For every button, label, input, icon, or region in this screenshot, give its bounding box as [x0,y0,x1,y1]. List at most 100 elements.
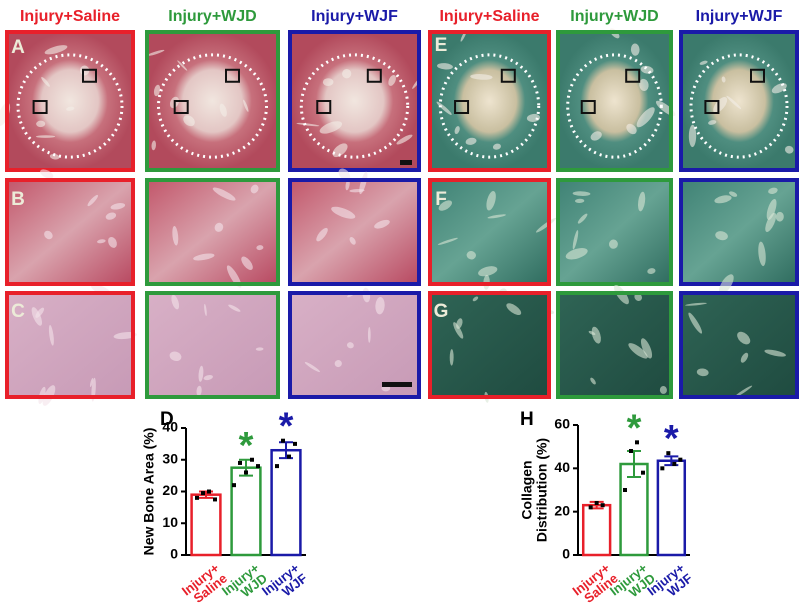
panel-border [556,178,673,286]
tissue-texture [784,145,794,154]
micrograph [681,180,797,284]
tissue-texture [146,49,165,56]
tissue-texture [734,385,753,398]
tissue-texture [608,239,618,249]
tissue-texture [630,43,640,56]
tissue-texture [764,349,786,357]
micrograph [681,293,797,397]
bar [230,466,262,557]
roi-box [32,100,48,114]
tissue-texture [486,191,496,211]
tissue-texture [726,95,742,109]
roi-box [704,100,720,114]
tissue-texture [713,96,728,113]
micrograph [681,32,797,170]
panel-border [679,178,799,286]
tissue-texture [48,325,54,346]
micrograph [290,180,419,284]
panel-border [5,30,135,172]
tissue-texture [316,227,328,242]
tissue-texture [449,349,454,366]
tissue-texture [396,134,413,145]
micrograph [7,180,133,284]
panel-border [428,291,551,399]
defect-outline [566,53,663,159]
tissue-texture [470,74,493,80]
tissue-texture [640,338,653,359]
tissue-texture [250,184,259,194]
tissue-texture [243,99,249,112]
tissue-texture [36,135,56,138]
tissue-texture [41,76,50,87]
roi-box [580,100,596,114]
tissue-texture [359,171,368,195]
data-point [600,503,605,508]
panel-border [679,30,799,172]
panel-letter: B [11,189,25,210]
tissue-texture [89,377,94,388]
column-header: Injury+WJD [168,8,256,25]
tissue-texture [454,126,460,135]
tissue-texture [437,237,458,245]
tissue-texture [574,198,585,204]
tissue-texture [765,212,777,232]
tissue-texture [577,213,588,224]
panel-border [145,178,280,286]
micrograph [7,32,133,170]
tissue-texture [322,78,334,87]
y-tick-label: 10 [162,514,178,530]
tissue-texture [714,195,732,204]
y-axis-label: Distribution (%) [534,438,550,542]
micrograph [558,293,671,397]
x-tick-label: Injury+WJF [644,560,695,599]
roi-box [366,68,382,83]
tissue-texture [591,326,601,344]
bar [581,503,612,557]
tissue-texture [708,120,717,125]
tissue-texture [699,60,708,65]
tissue-texture [438,200,452,211]
tissue-texture [334,360,342,368]
tissue-texture [506,303,522,315]
tissue-texture [105,212,117,220]
panel-letter: C [11,301,25,322]
tissue-texture [636,107,655,128]
tissue-texture [639,78,649,91]
tissue-texture [456,318,463,329]
roi-box [225,68,240,83]
roi-box [82,68,97,83]
y-axis-label: Collagen [519,460,535,519]
tissue-texture [453,322,464,339]
data-point [238,460,242,465]
y-tick-label: 0 [170,546,178,562]
bar [656,459,687,557]
tissue-texture [212,187,236,201]
tissue-texture [737,331,751,345]
tissue-texture [177,60,188,71]
micrograph [558,32,671,170]
micrograph [7,293,133,397]
tissue-texture [171,294,180,310]
tissue-texture [437,63,453,70]
tissue-texture [331,206,356,219]
panel-border [5,178,135,286]
panel-border [5,291,135,399]
data-point [250,457,254,462]
roi-box [454,100,470,114]
defect-outline [438,53,541,159]
tissue-texture [367,326,371,343]
tissue-texture [196,385,202,397]
bar [190,493,222,557]
micrograph [290,32,419,170]
tissue-texture [572,230,579,250]
data-point [281,438,285,443]
tissue-texture [688,312,703,334]
micrograph [147,293,278,397]
roi-box [625,68,641,83]
defect-outline [689,53,789,159]
tissue-texture [565,248,588,260]
tissue-texture [729,191,738,197]
column-header: Injury+WJD [570,8,658,25]
panel-label: H [520,409,534,430]
tissue-texture [375,297,385,315]
